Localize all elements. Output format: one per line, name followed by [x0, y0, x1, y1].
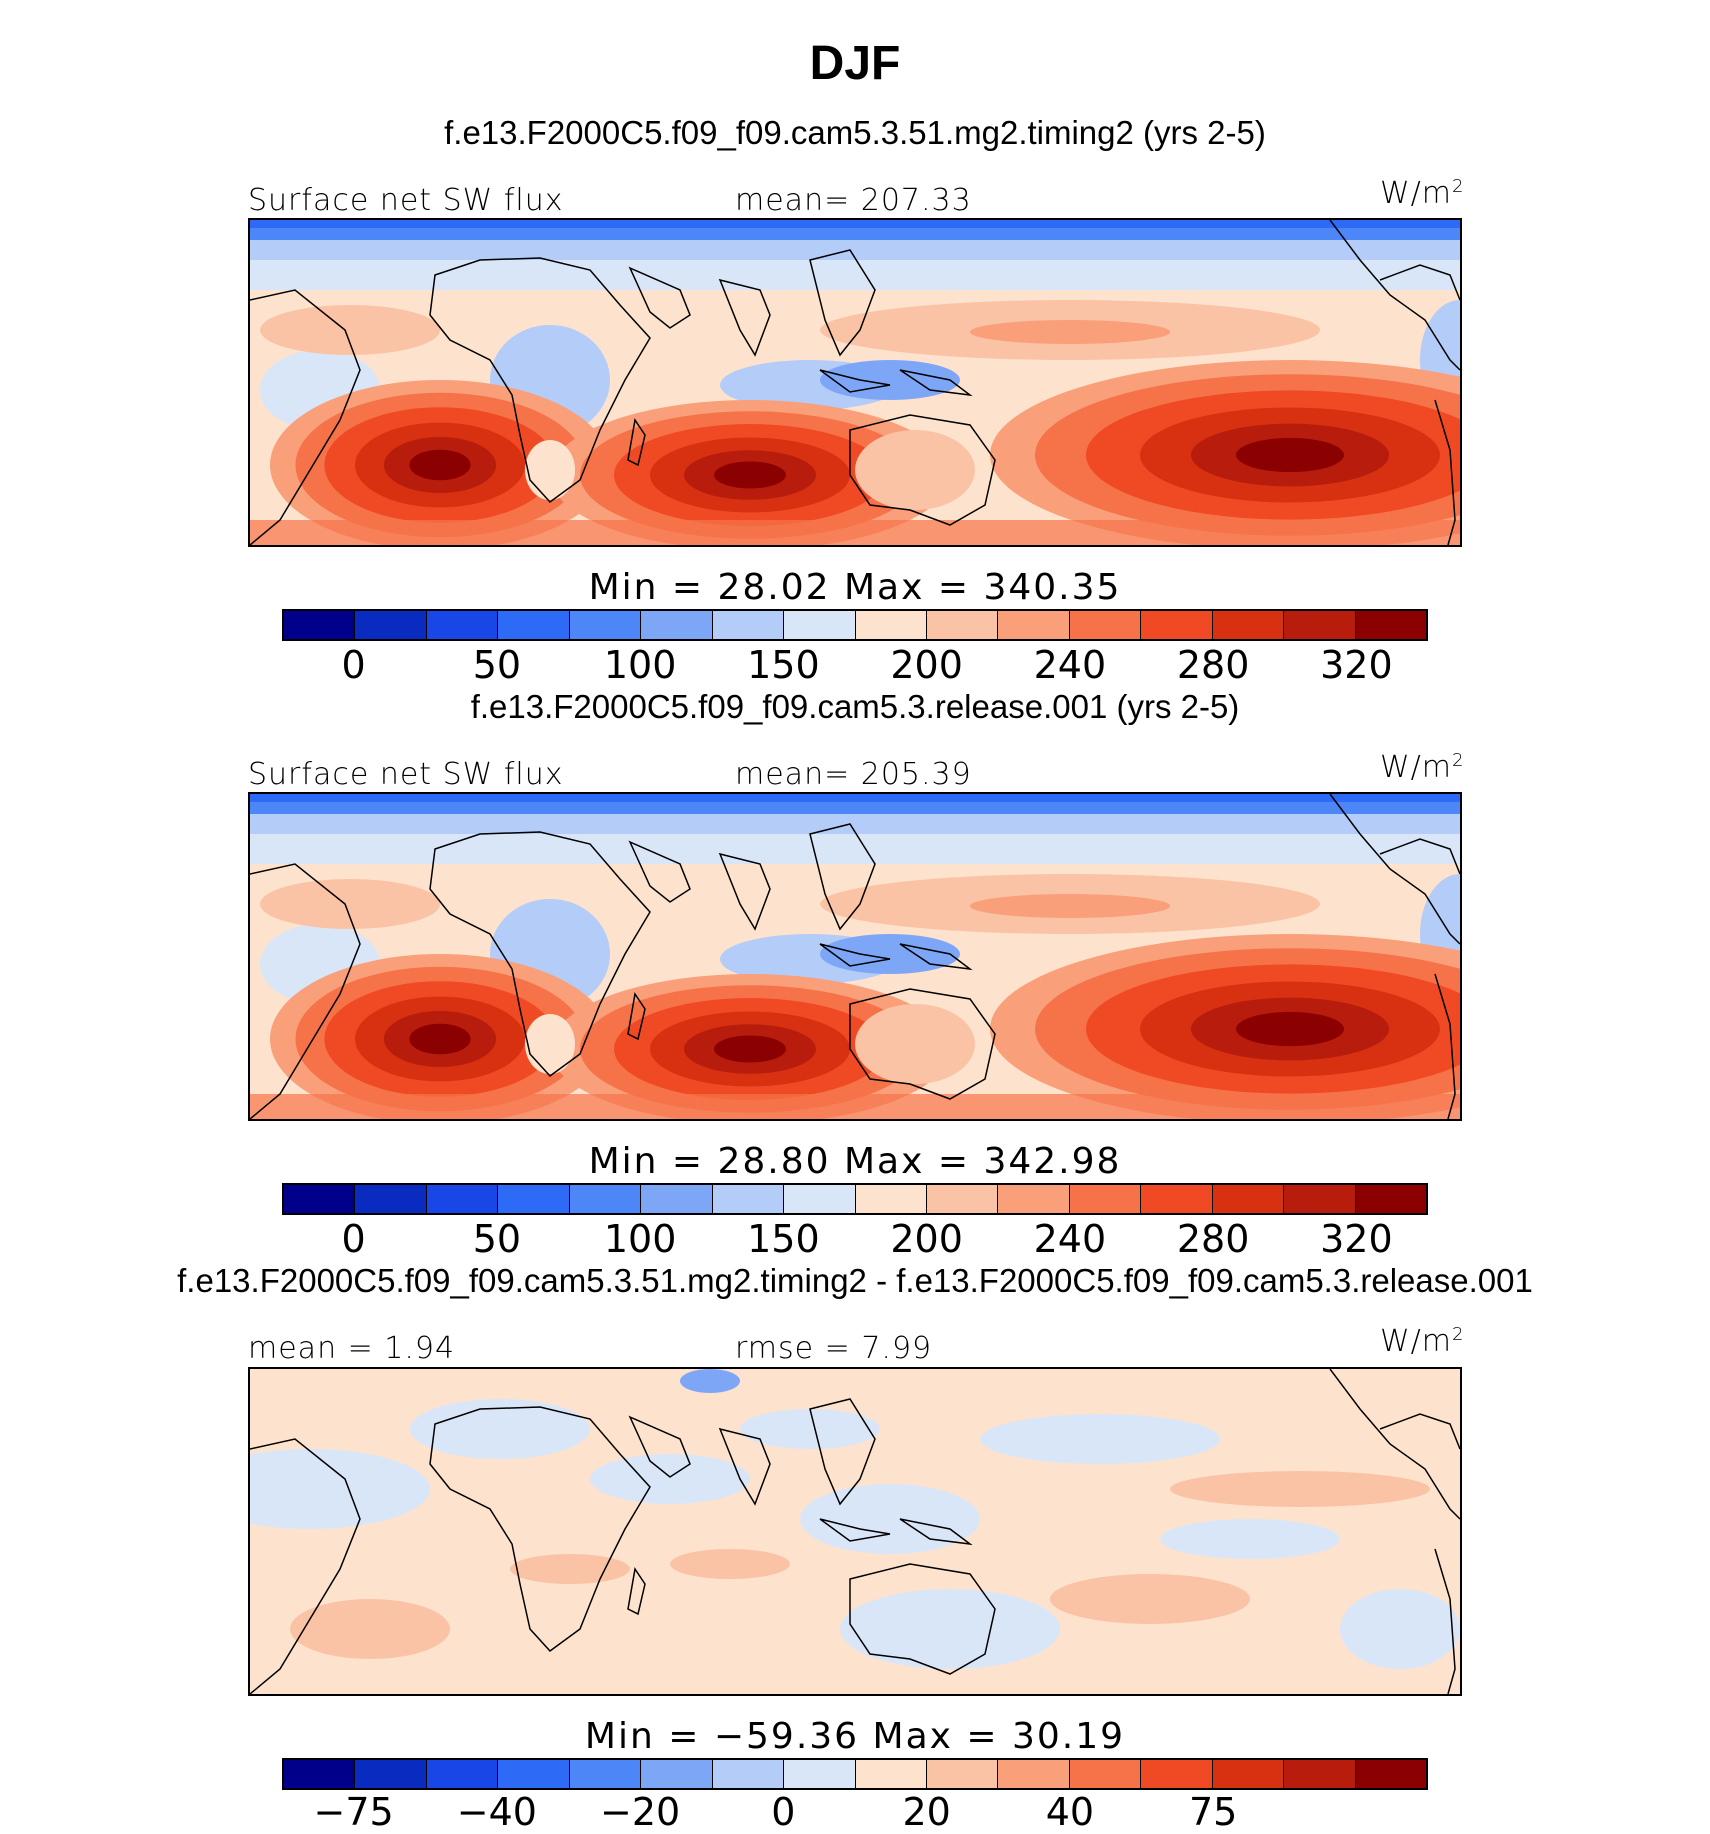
colorbar-tick-label: 200 [890, 643, 963, 687]
colorbar-swatch [284, 1185, 356, 1213]
colorbar-swatch [1069, 611, 1142, 639]
colorbar-tick-label: 280 [1176, 1217, 1250, 1261]
colorbar-swatch [1069, 1185, 1142, 1213]
colorbar-swatch [1212, 1185, 1285, 1213]
colorbar-tick-label: 0 [771, 1790, 796, 1834]
panel-1-minmax: Min = 28.02 Max = 340.35 [588, 567, 1122, 608]
figure-title: DJF [809, 37, 901, 90]
colorbar-swatch [1141, 611, 1213, 639]
panel-3-case-title: f.e13.F2000C5.f09_f09.cam5.3.51.mg2.timi… [177, 1262, 1533, 1299]
colorbar-swatch [569, 1185, 642, 1213]
colorbar-tick-label: 75 [1188, 1790, 1238, 1834]
colorbar-swatch [784, 611, 856, 639]
colorbar-swatch [284, 611, 356, 639]
panel-1-colorbar [282, 609, 1428, 641]
colorbar-swatch [926, 1185, 999, 1213]
colorbar-tick-label: 240 [1033, 643, 1107, 687]
panel-2-map [248, 792, 1462, 1121]
panel-2-mean-label: mean= 205.39 [735, 757, 972, 792]
colorbar-swatch [1355, 611, 1426, 639]
colorbar-swatch [784, 1760, 856, 1788]
colorbar-swatch [426, 611, 499, 639]
panel-1-map [248, 218, 1462, 547]
panel-2-minmax: Min = 28.80 Max = 342.98 [588, 1141, 1122, 1182]
panel-2-unit-label: W/m2 [1380, 750, 1465, 785]
colorbar-swatch [1212, 1760, 1285, 1788]
colorbar-swatch [998, 611, 1070, 639]
colorbar-swatch [355, 1185, 427, 1213]
colorbar-tick-label: 150 [747, 1217, 820, 1261]
panel-3-map [248, 1367, 1462, 1696]
colorbar-swatch [284, 1760, 356, 1788]
colorbar-swatch [1284, 611, 1356, 639]
colorbar-tick-label: 20 [902, 1790, 951, 1834]
colorbar-tick-label: 40 [1045, 1790, 1095, 1834]
colorbar-swatch [1141, 1185, 1213, 1213]
colorbar-tick-label: 0 [341, 1217, 366, 1261]
colorbar-swatch [998, 1760, 1070, 1788]
panel-2-case-title: f.e13.F2000C5.f09_f09.cam5.3.release.001… [470, 688, 1240, 725]
colorbar-swatch [498, 611, 570, 639]
panel-1-case-title: f.e13.F2000C5.f09_f09.cam5.3.51.mg2.timi… [444, 114, 1266, 151]
colorbar-swatch [998, 1185, 1070, 1213]
colorbar-swatch [426, 1185, 499, 1213]
colorbar-tick-label: 100 [603, 1217, 677, 1261]
colorbar-swatch [355, 611, 427, 639]
colorbar-swatch [1069, 1760, 1142, 1788]
colorbar-swatch [426, 1760, 499, 1788]
colorbar-swatch [1141, 1760, 1213, 1788]
colorbar-swatch [712, 1185, 785, 1213]
colorbar-swatch [855, 1760, 927, 1788]
colorbar-swatch [498, 1185, 570, 1213]
colorbar-swatch [569, 611, 642, 639]
colorbar-swatch [1355, 1185, 1426, 1213]
colorbar-swatch [712, 1760, 785, 1788]
colorbar-tick-label: 0 [341, 643, 366, 687]
colorbar-swatch [1355, 1760, 1426, 1788]
panel-2-colorbar [282, 1183, 1428, 1215]
colorbar-tick-label: 200 [890, 1217, 963, 1261]
colorbar-tick-label: 100 [603, 643, 677, 687]
colorbar-tick-label: −75 [313, 1790, 394, 1834]
colorbar-swatch [712, 611, 785, 639]
colorbar-swatch [784, 1185, 856, 1213]
colorbar-tick-label: 280 [1176, 643, 1250, 687]
colorbar-swatch [926, 1760, 999, 1788]
colorbar-swatch [926, 611, 999, 639]
colorbar-tick-label: 50 [472, 643, 522, 687]
colorbar-swatch [1212, 611, 1285, 639]
colorbar-swatch [1284, 1760, 1356, 1788]
panel-2-variable-label: Surface net SW flux [248, 757, 564, 792]
colorbar-tick-label: −40 [456, 1790, 537, 1834]
colorbar-swatch [641, 1760, 713, 1788]
panel-1-mean-label: mean= 207.33 [735, 183, 972, 218]
colorbar-swatch [641, 611, 713, 639]
panel-1-variable-label: Surface net SW flux [248, 183, 564, 218]
colorbar-tick-label: 320 [1320, 1217, 1393, 1261]
panel-3-colorbar [282, 1758, 1428, 1790]
panel-3-mean-label: mean = 1.94 [248, 1331, 456, 1366]
colorbar-swatch [855, 1185, 927, 1213]
colorbar-swatch [855, 611, 927, 639]
colorbar-swatch [1284, 1185, 1356, 1213]
panel-3-rmse-label: rmse = 7.99 [735, 1331, 933, 1366]
colorbar-tick-label: 150 [747, 643, 820, 687]
colorbar-swatch [498, 1760, 570, 1788]
colorbar-swatch [569, 1760, 642, 1788]
colorbar-swatch [641, 1185, 713, 1213]
colorbar-tick-label: 320 [1320, 643, 1393, 687]
colorbar-swatch [355, 1760, 427, 1788]
colorbar-tick-label: −20 [600, 1790, 681, 1834]
panel-3-unit-label: W/m2 [1380, 1324, 1465, 1359]
colorbar-tick-label: 240 [1033, 1217, 1107, 1261]
panel-1-unit-label: W/m2 [1380, 176, 1465, 211]
colorbar-tick-label: 50 [472, 1217, 522, 1261]
panel-3-minmax: Min = −59.36 Max = 30.19 [584, 1716, 1126, 1757]
